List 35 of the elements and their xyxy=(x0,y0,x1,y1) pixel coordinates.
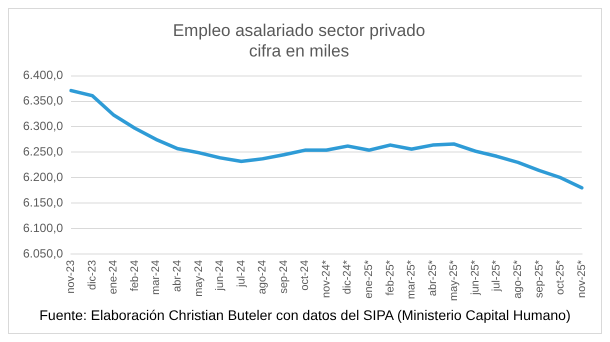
x-tick-label: feb-25* xyxy=(384,259,396,296)
x-tick-label: abr-24 xyxy=(171,260,184,292)
x-tick-label: sep-24 xyxy=(278,260,290,294)
y-tick-label: 6.350,0 xyxy=(22,94,64,108)
source-note: Fuente: Elaboración Christian Buteler con datos del SIPA (Ministerio Capital Humano) xyxy=(38,307,572,323)
x-tick-label: dic-24* xyxy=(342,259,354,294)
x-tick-label: nov-25* xyxy=(576,259,588,298)
y-tick-label: 6.200,0 xyxy=(22,170,64,184)
x-tick-label: abr-25* xyxy=(426,259,439,296)
x-tick-label: oct-24 xyxy=(299,260,312,291)
x-tick-label: ago-24 xyxy=(256,260,269,294)
x-tick-label: jun-25* xyxy=(469,259,482,296)
x-tick-label: jul-25* xyxy=(490,259,503,292)
x-tick-label: jul-24 xyxy=(235,260,248,288)
chart-title: Empleo asalariado sector privado cifra en miles xyxy=(172,20,426,60)
x-tick-label: dic-23 xyxy=(86,260,98,290)
x-tick-label: jun-24 xyxy=(214,260,226,292)
x-tick-label: ene-25* xyxy=(363,259,376,299)
x-tick-label: oct-25* xyxy=(554,259,567,295)
x-tick-label: nov-24* xyxy=(320,259,332,298)
y-tick-label: 6.150,0 xyxy=(22,195,64,210)
y-tick-label: 6.300,0 xyxy=(22,119,64,134)
x-tick-label: may-24 xyxy=(192,260,205,297)
y-tick-label: 6.050,0 xyxy=(22,246,64,260)
x-tick-label: nov-23 xyxy=(65,260,78,294)
x-tick-label: mar-25* xyxy=(406,259,418,300)
y-tick-label: 6.400,0 xyxy=(22,68,64,82)
x-tick-label: may-25* xyxy=(448,259,460,302)
x-tick-label: feb-24 xyxy=(128,260,141,292)
x-tick-label: ago-25* xyxy=(512,259,524,299)
y-tick-label: 6.100,0 xyxy=(22,220,64,235)
x-tick-label: ene-24 xyxy=(108,260,120,294)
y-tick-label: 6.250,0 xyxy=(22,144,64,158)
x-tick-label: sep-25* xyxy=(533,259,546,298)
x-tick-label: mar-24 xyxy=(150,260,162,295)
